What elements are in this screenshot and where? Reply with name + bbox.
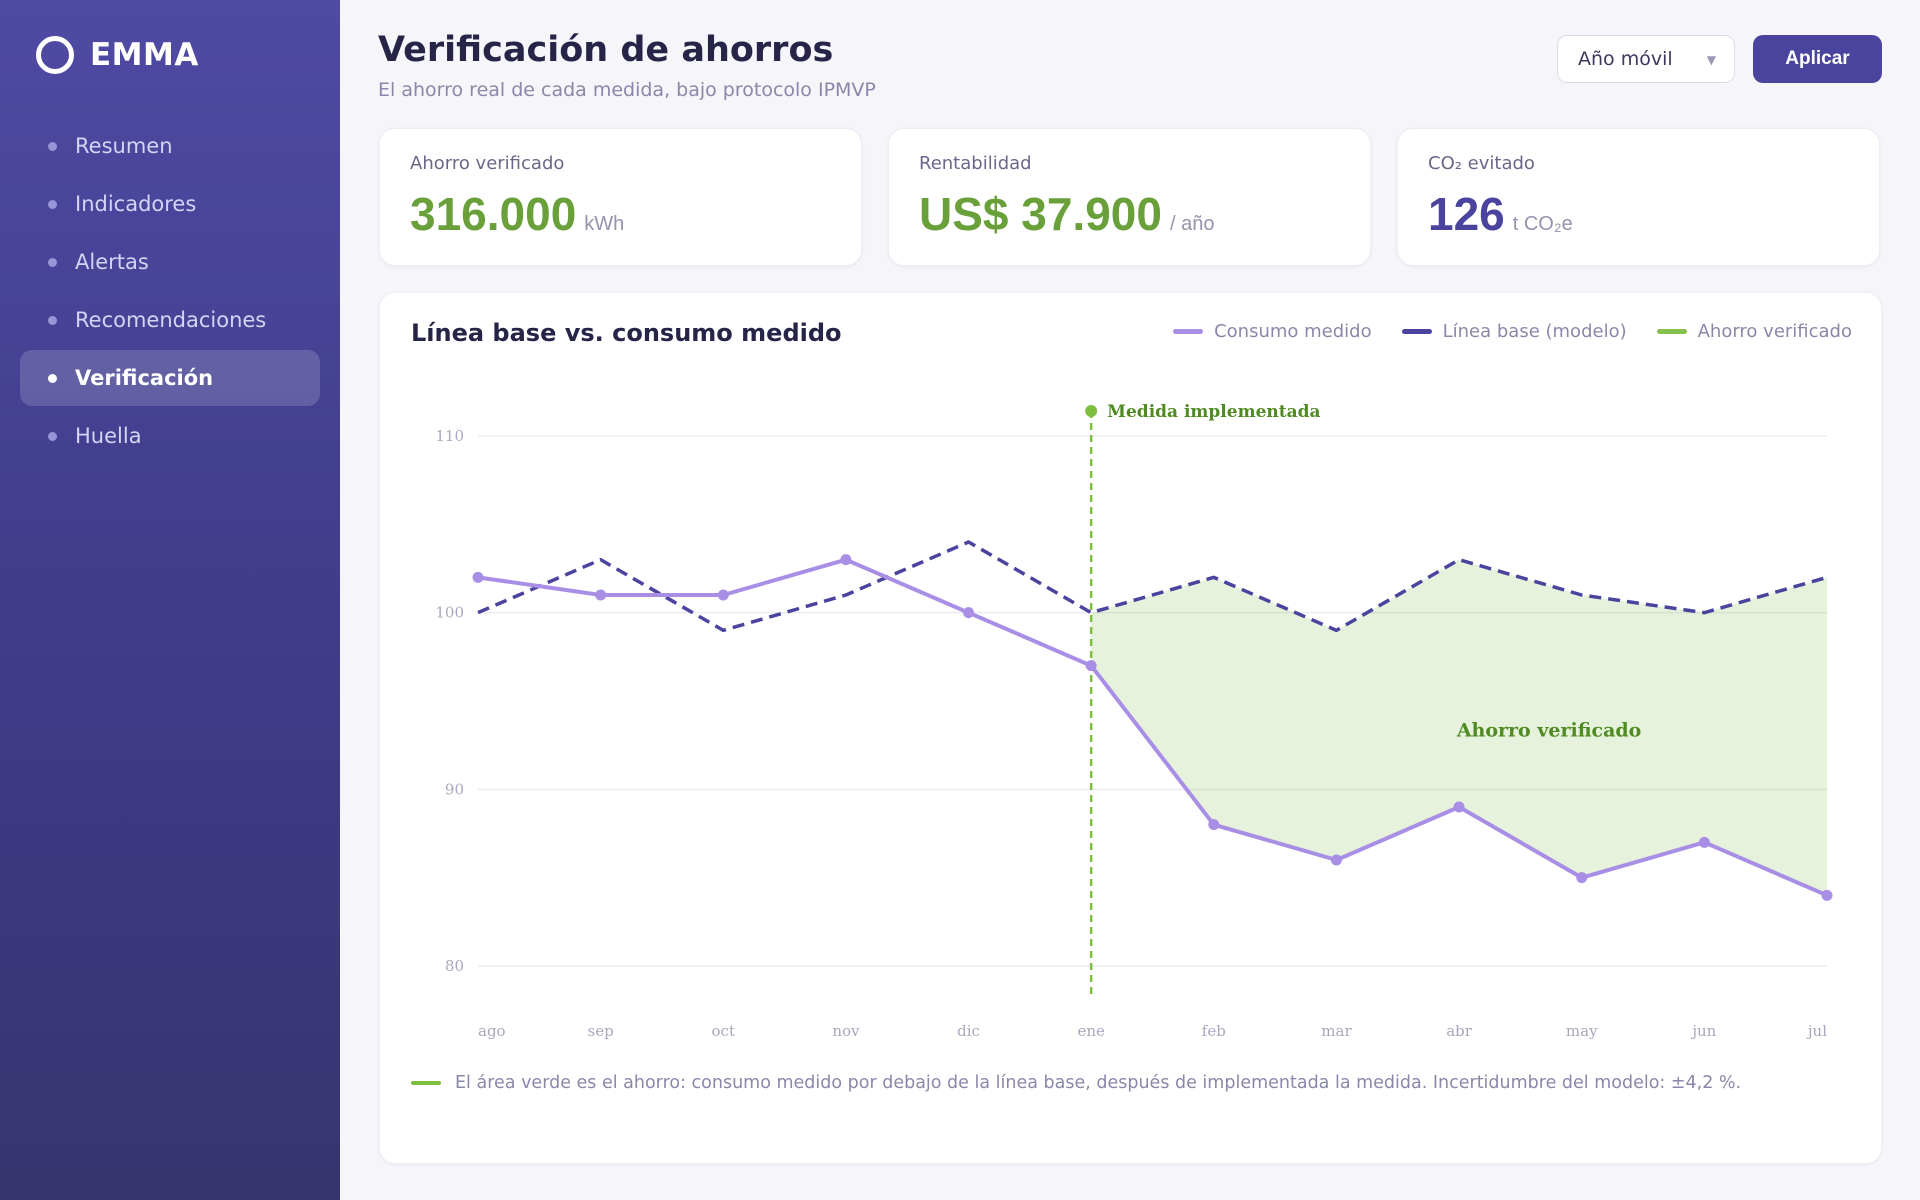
legend-item[interactable]: Ahorro verificado [1656, 321, 1852, 342]
bullet-icon [48, 431, 57, 441]
period-select[interactable]: Año móvil ▼ [1557, 35, 1735, 83]
data-point-measured [1576, 872, 1588, 884]
kpi-label: Ahorro verificado [410, 153, 565, 174]
x-tick-label: ago [478, 1022, 506, 1040]
sidebar-item-label: Indicadores [75, 192, 197, 216]
chevron-down-icon: ▼ [1706, 53, 1716, 67]
legend-label: Ahorro verificado [1697, 321, 1852, 342]
legend-item[interactable]: Consumo medido [1173, 321, 1372, 342]
kpi-card-profitability: Rentabilidad US$ 37.900 / año [888, 128, 1371, 266]
y-tick-label: 100 [435, 604, 464, 622]
sidebar-item-label: Resumen [75, 134, 173, 158]
kpi-label: CO₂ evitado [1428, 153, 1535, 174]
kpi-value: US$ 37.900 [919, 188, 1162, 240]
x-tick-label: jun [1690, 1022, 1716, 1040]
sidebar-item-label: Alertas [75, 250, 149, 274]
bullet-icon [48, 199, 57, 209]
page-subtitle: El ahorro real de cada medida, bajo prot… [378, 79, 876, 101]
legend-swatch [1173, 329, 1204, 334]
data-point-measured [1821, 889, 1833, 901]
sidebar-item-verificacion[interactable]: Verificación [20, 350, 320, 406]
data-point-measured [1208, 819, 1220, 831]
apply-button[interactable]: Aplicar [1753, 35, 1882, 83]
savings-area [1091, 559, 1827, 896]
sidebar-item-label: Verificación [75, 366, 214, 390]
data-point-measured [963, 607, 975, 619]
kpi-unit: kWh [584, 213, 625, 235]
bullet-icon [48, 373, 57, 383]
y-tick-label: 80 [445, 957, 464, 975]
sidebar: EMMA Resumen Indicadores Alertas Recomendac… [0, 0, 340, 1200]
legend-label: Consumo medido [1214, 321, 1372, 342]
chart-title: Línea base vs. consumo medido [411, 319, 842, 347]
data-point-measured [1085, 660, 1097, 672]
y-tick-label: 90 [445, 780, 464, 798]
x-tick-label: abr [1446, 1022, 1473, 1040]
data-point-measured [1453, 801, 1465, 813]
sidebar-item-label: Huella [75, 424, 142, 448]
legend-swatch [1656, 329, 1687, 334]
line-chart: 80 90 100 110 ago sep oct nov dic ene feb mar abr may… [435, 402, 1833, 1040]
sidebar-item-huella[interactable]: Huella [20, 408, 320, 464]
logo-ring-icon [36, 36, 74, 74]
period-select-value: Año móvil [1578, 48, 1673, 70]
legend-item[interactable]: Línea base (modelo) [1401, 321, 1627, 342]
chart-legend: Consumo medido Línea base (modelo) Ahorro … [1143, 321, 1852, 342]
sidebar-item-resumen[interactable]: Resumen [20, 118, 320, 174]
series-line-baseline [477, 540, 1828, 633]
data-point-measured [472, 571, 484, 583]
x-tick-label: may [1566, 1022, 1598, 1040]
x-tick-label: ene [1077, 1022, 1105, 1040]
data-point-measured [595, 589, 607, 601]
x-tick-label: oct [712, 1022, 735, 1040]
chart-card: Línea base vs. consumo medido Consumo me… [379, 292, 1882, 1164]
series-line-measured [477, 557, 1828, 898]
kpi-unit: / año [1169, 213, 1215, 235]
sidebar-item-label: Recomendaciones [75, 308, 267, 332]
sidebar-item-indicadores[interactable]: Indicadores [20, 176, 320, 232]
implementation-marker [1085, 405, 1098, 417]
data-point-measured [1330, 854, 1342, 866]
legend-label: Línea base (modelo) [1442, 321, 1627, 342]
x-tick-label: nov [832, 1022, 860, 1040]
x-tick-label: dic [957, 1022, 980, 1040]
y-tick-label: 110 [435, 427, 464, 445]
legend-swatch [1401, 329, 1432, 334]
x-tick-label: jul [1806, 1022, 1827, 1040]
savings-area-label: Ahorro verificado [1456, 719, 1642, 741]
brand[interactable]: EMMA [36, 36, 199, 74]
bullet-icon [48, 141, 57, 151]
sidebar-nav: Resumen Indicadores Alertas Recomendaciones… [20, 118, 320, 466]
kpi-label: Rentabilidad [919, 153, 1032, 174]
bullet-icon [48, 257, 57, 267]
sidebar-item-alertas[interactable]: Alertas [20, 234, 320, 290]
bullet-icon [48, 315, 57, 325]
x-tick-label: mar [1321, 1022, 1352, 1040]
brand-name: EMMA [90, 37, 199, 73]
kpi-unit: t CO₂e [1512, 213, 1573, 235]
x-tick-label: sep [588, 1022, 614, 1040]
page-title: Verificación de ahorros [378, 30, 834, 70]
kpi-card-savings: Ahorro verificado 316.000 kWh [379, 128, 862, 266]
chart-footnote: El área verde es el ahorro: consumo medi… [411, 1073, 1741, 1093]
data-point-measured [1698, 836, 1710, 848]
data-point-measured [840, 554, 852, 566]
kpi-value: 316.000 [410, 188, 577, 240]
sidebar-item-recomendaciones[interactable]: Recomendaciones [20, 292, 320, 348]
data-point-measured [717, 589, 729, 601]
implementation-label: Medida implementada [1107, 402, 1320, 422]
x-tick-label: feb [1202, 1022, 1226, 1040]
footnote-swatch [411, 1081, 441, 1085]
kpi-card-co2: CO₂ evitado 126 t CO₂e [1397, 128, 1880, 266]
kpi-value: 126 [1428, 188, 1505, 240]
footnote-text: El área verde es el ahorro: consumo medi… [455, 1073, 1742, 1093]
